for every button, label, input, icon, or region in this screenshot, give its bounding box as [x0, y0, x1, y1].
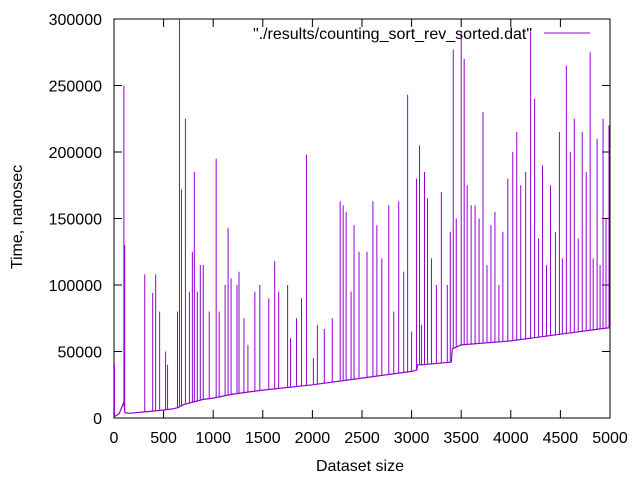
y-tick-label: 200000 — [49, 145, 102, 162]
x-tick-label: 3500 — [443, 430, 479, 447]
x-tick-label: 4000 — [493, 430, 529, 447]
series-line — [113, 327, 611, 418]
y-tick-label: 0 — [93, 411, 102, 428]
legend-label: "./results/counting_sort_rev_sorted.dat" — [253, 26, 532, 43]
y-tick-label: 300000 — [49, 12, 102, 29]
plot-frame — [113, 18, 611, 419]
x-tick-label: 0 — [110, 430, 119, 447]
x-tick-label: 2500 — [344, 430, 380, 447]
y-axis-label: Time, nanosec — [9, 165, 26, 269]
x-axis-label: Dataset size — [316, 458, 404, 475]
y-tick-label: 150000 — [49, 212, 102, 229]
x-tick-label: 1000 — [195, 430, 231, 447]
x-tick-label: 3000 — [394, 430, 430, 447]
series-layer — [113, 19, 611, 418]
y-tick-label: 100000 — [49, 278, 102, 295]
legend: "./results/counting_sort_rev_sorted.dat" — [253, 26, 590, 43]
x-tick-label: 1500 — [245, 430, 281, 447]
x-tick-label: 4500 — [543, 430, 579, 447]
x-tick-label: 5000 — [592, 430, 628, 447]
plot-border — [113, 18, 611, 419]
x-tick-label: 500 — [150, 430, 177, 447]
y-tick-label: 50000 — [58, 345, 103, 362]
y-tick-label: 250000 — [49, 79, 102, 96]
axis-ticks: 0 500 1000 1500 2000 2500 3000 3500 4000 4500 5000… — [49, 12, 628, 447]
x-tick-label: 2000 — [295, 430, 331, 447]
